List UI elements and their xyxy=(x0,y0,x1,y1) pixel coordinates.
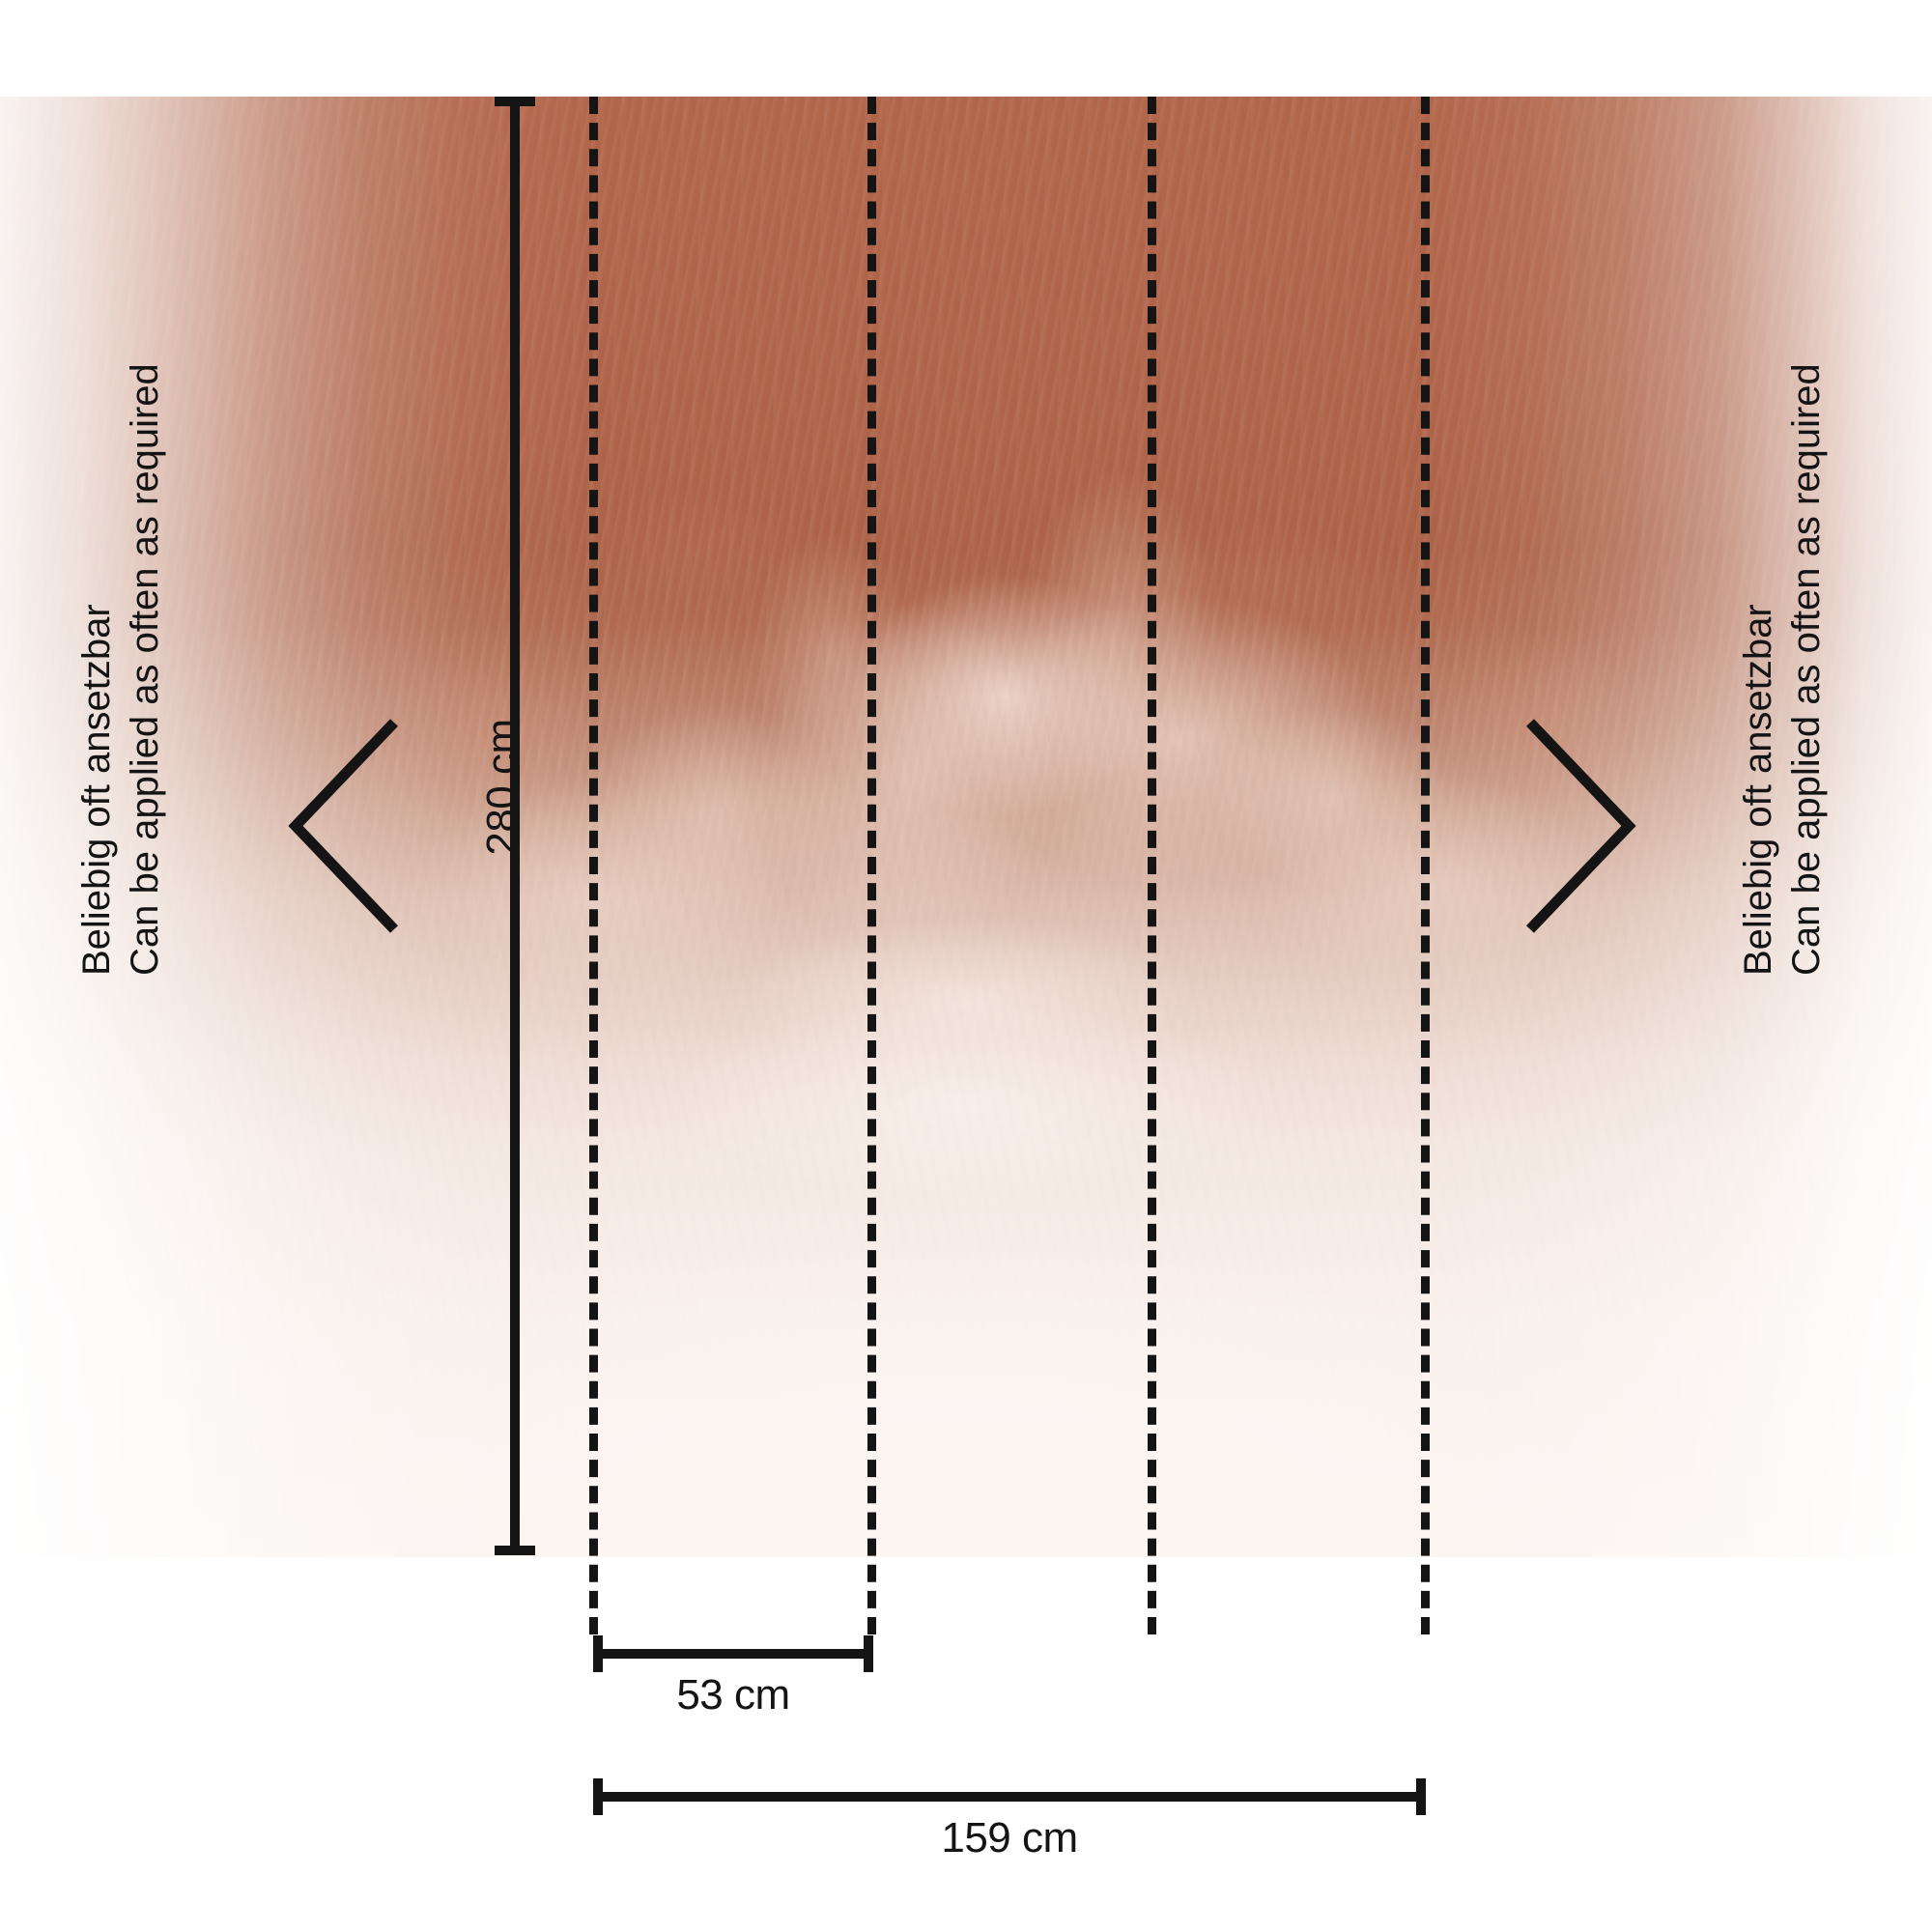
repeat-note-right: Beliebig oft ansetzbar Can be applied as… xyxy=(1737,363,1828,976)
height-dimension-line xyxy=(510,101,520,1555)
panel-width-dimension-line xyxy=(593,1649,873,1659)
repeat-note-right-en: Can be applied as often as required xyxy=(1785,363,1828,976)
height-dimension-cap-top xyxy=(495,97,535,106)
total-width-cap-left xyxy=(593,1778,603,1815)
total-width-dimension-line xyxy=(593,1792,1426,1802)
height-dimension-label: 280 cm xyxy=(478,719,526,856)
panel-separator-3 xyxy=(1148,97,1156,1634)
repeat-note-left-en: Can be applied as often as required xyxy=(124,363,166,976)
chevron-left-icon xyxy=(286,715,402,937)
panel-width-dimension-label: 53 cm xyxy=(676,1671,790,1719)
panel-width-cap-right xyxy=(864,1635,873,1672)
total-width-dimension-label: 159 cm xyxy=(941,1814,1078,1861)
repeat-note-left: Beliebig oft ansetzbar Can be applied as… xyxy=(75,363,166,976)
panel-separator-2 xyxy=(867,97,876,1634)
height-dimension-cap-bottom xyxy=(495,1546,535,1555)
mural-side-fade xyxy=(0,97,1932,1557)
panel-width-cap-left xyxy=(593,1635,603,1672)
repeat-note-left-de: Beliebig oft ansetzbar xyxy=(75,604,118,976)
chevron-right-icon xyxy=(1522,715,1638,937)
panel-separator-1 xyxy=(589,97,598,1634)
panel-separator-4 xyxy=(1421,97,1430,1634)
repeat-note-right-de: Beliebig oft ansetzbar xyxy=(1737,604,1779,976)
total-width-cap-right xyxy=(1416,1778,1426,1815)
mural-artwork xyxy=(0,97,1932,1557)
